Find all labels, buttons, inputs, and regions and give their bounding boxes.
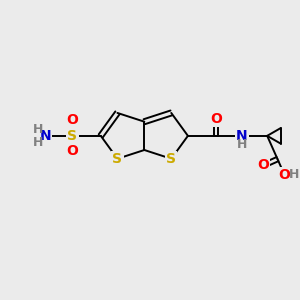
Text: H: H — [236, 138, 247, 152]
Text: N: N — [40, 129, 51, 143]
Text: N: N — [236, 129, 248, 143]
Text: O: O — [278, 168, 290, 182]
Text: H: H — [32, 123, 43, 136]
Text: S: S — [68, 129, 77, 143]
Text: O: O — [67, 144, 78, 158]
Text: O: O — [67, 113, 78, 127]
Text: O: O — [257, 158, 269, 172]
Text: S: S — [112, 152, 122, 166]
Text: H: H — [289, 168, 299, 181]
Text: S: S — [166, 152, 176, 166]
Text: H: H — [32, 136, 43, 148]
Text: O: O — [210, 112, 222, 126]
